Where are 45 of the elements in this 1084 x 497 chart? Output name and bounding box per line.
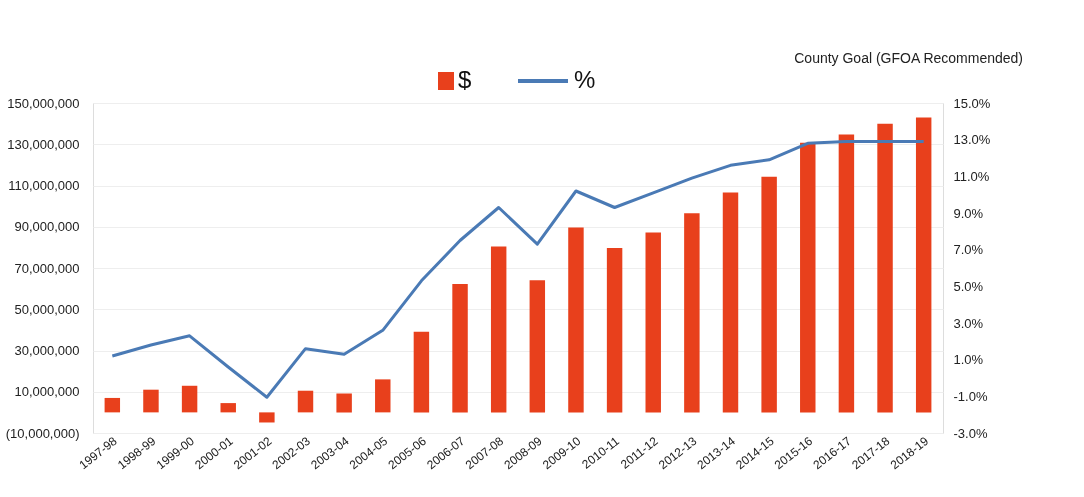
bar	[413, 331, 430, 413]
bar	[606, 247, 623, 413]
y-tick-label: (10,000,000)	[5, 425, 80, 441]
y2-tick-label: 11.0%	[953, 168, 990, 184]
y-tick-label: 150,000,000	[7, 95, 80, 111]
y-tick-label: 30,000,000	[14, 343, 80, 358]
y-tick-label: 110,000,000	[8, 178, 80, 193]
bar	[452, 283, 468, 413]
y2-tick-label: 7.0%	[953, 242, 984, 258]
y-tick-label: 50,000,000	[14, 301, 80, 317]
bar	[259, 412, 275, 423]
y-tick-label: 70,000,000	[14, 260, 80, 276]
y2-tick-label: -1.0%	[953, 388, 988, 404]
bar	[800, 142, 816, 413]
bar	[915, 117, 932, 413]
bar	[104, 397, 121, 413]
bar	[181, 385, 198, 413]
bar	[297, 390, 314, 413]
bar	[722, 192, 739, 413]
bar	[336, 393, 352, 413]
y-tick-label: 90,000,000	[14, 219, 80, 235]
bar	[143, 389, 159, 413]
text: County Goal (GFOA Recommended)	[794, 50, 1023, 66]
y-tick-label: 130,000,000	[7, 136, 80, 152]
line-series	[110, 140, 926, 399]
y2-tick-label: 5.0%	[953, 278, 984, 294]
y2-tick-label: 3.0%	[953, 315, 984, 331]
legend-label: $	[458, 66, 472, 93]
bar	[684, 213, 700, 413]
y2-tick-label: 15.0%	[953, 95, 991, 111]
bar	[761, 176, 777, 413]
legend-label: %	[574, 66, 596, 93]
bar	[375, 379, 391, 413]
bar	[645, 232, 661, 413]
y2-tick-label: 13.0%	[953, 132, 991, 148]
bar	[529, 280, 546, 413]
y2-tick-label: 9.0%	[953, 205, 984, 221]
bar	[220, 403, 236, 413]
bar	[838, 134, 855, 413]
bar	[877, 123, 893, 413]
y2-tick-label: -3.0%	[953, 425, 988, 441]
bar	[490, 246, 507, 413]
y-tick-label: 10,000,000	[14, 384, 80, 400]
bar	[568, 227, 584, 413]
y2-tick-label: 1.0%	[953, 352, 984, 368]
